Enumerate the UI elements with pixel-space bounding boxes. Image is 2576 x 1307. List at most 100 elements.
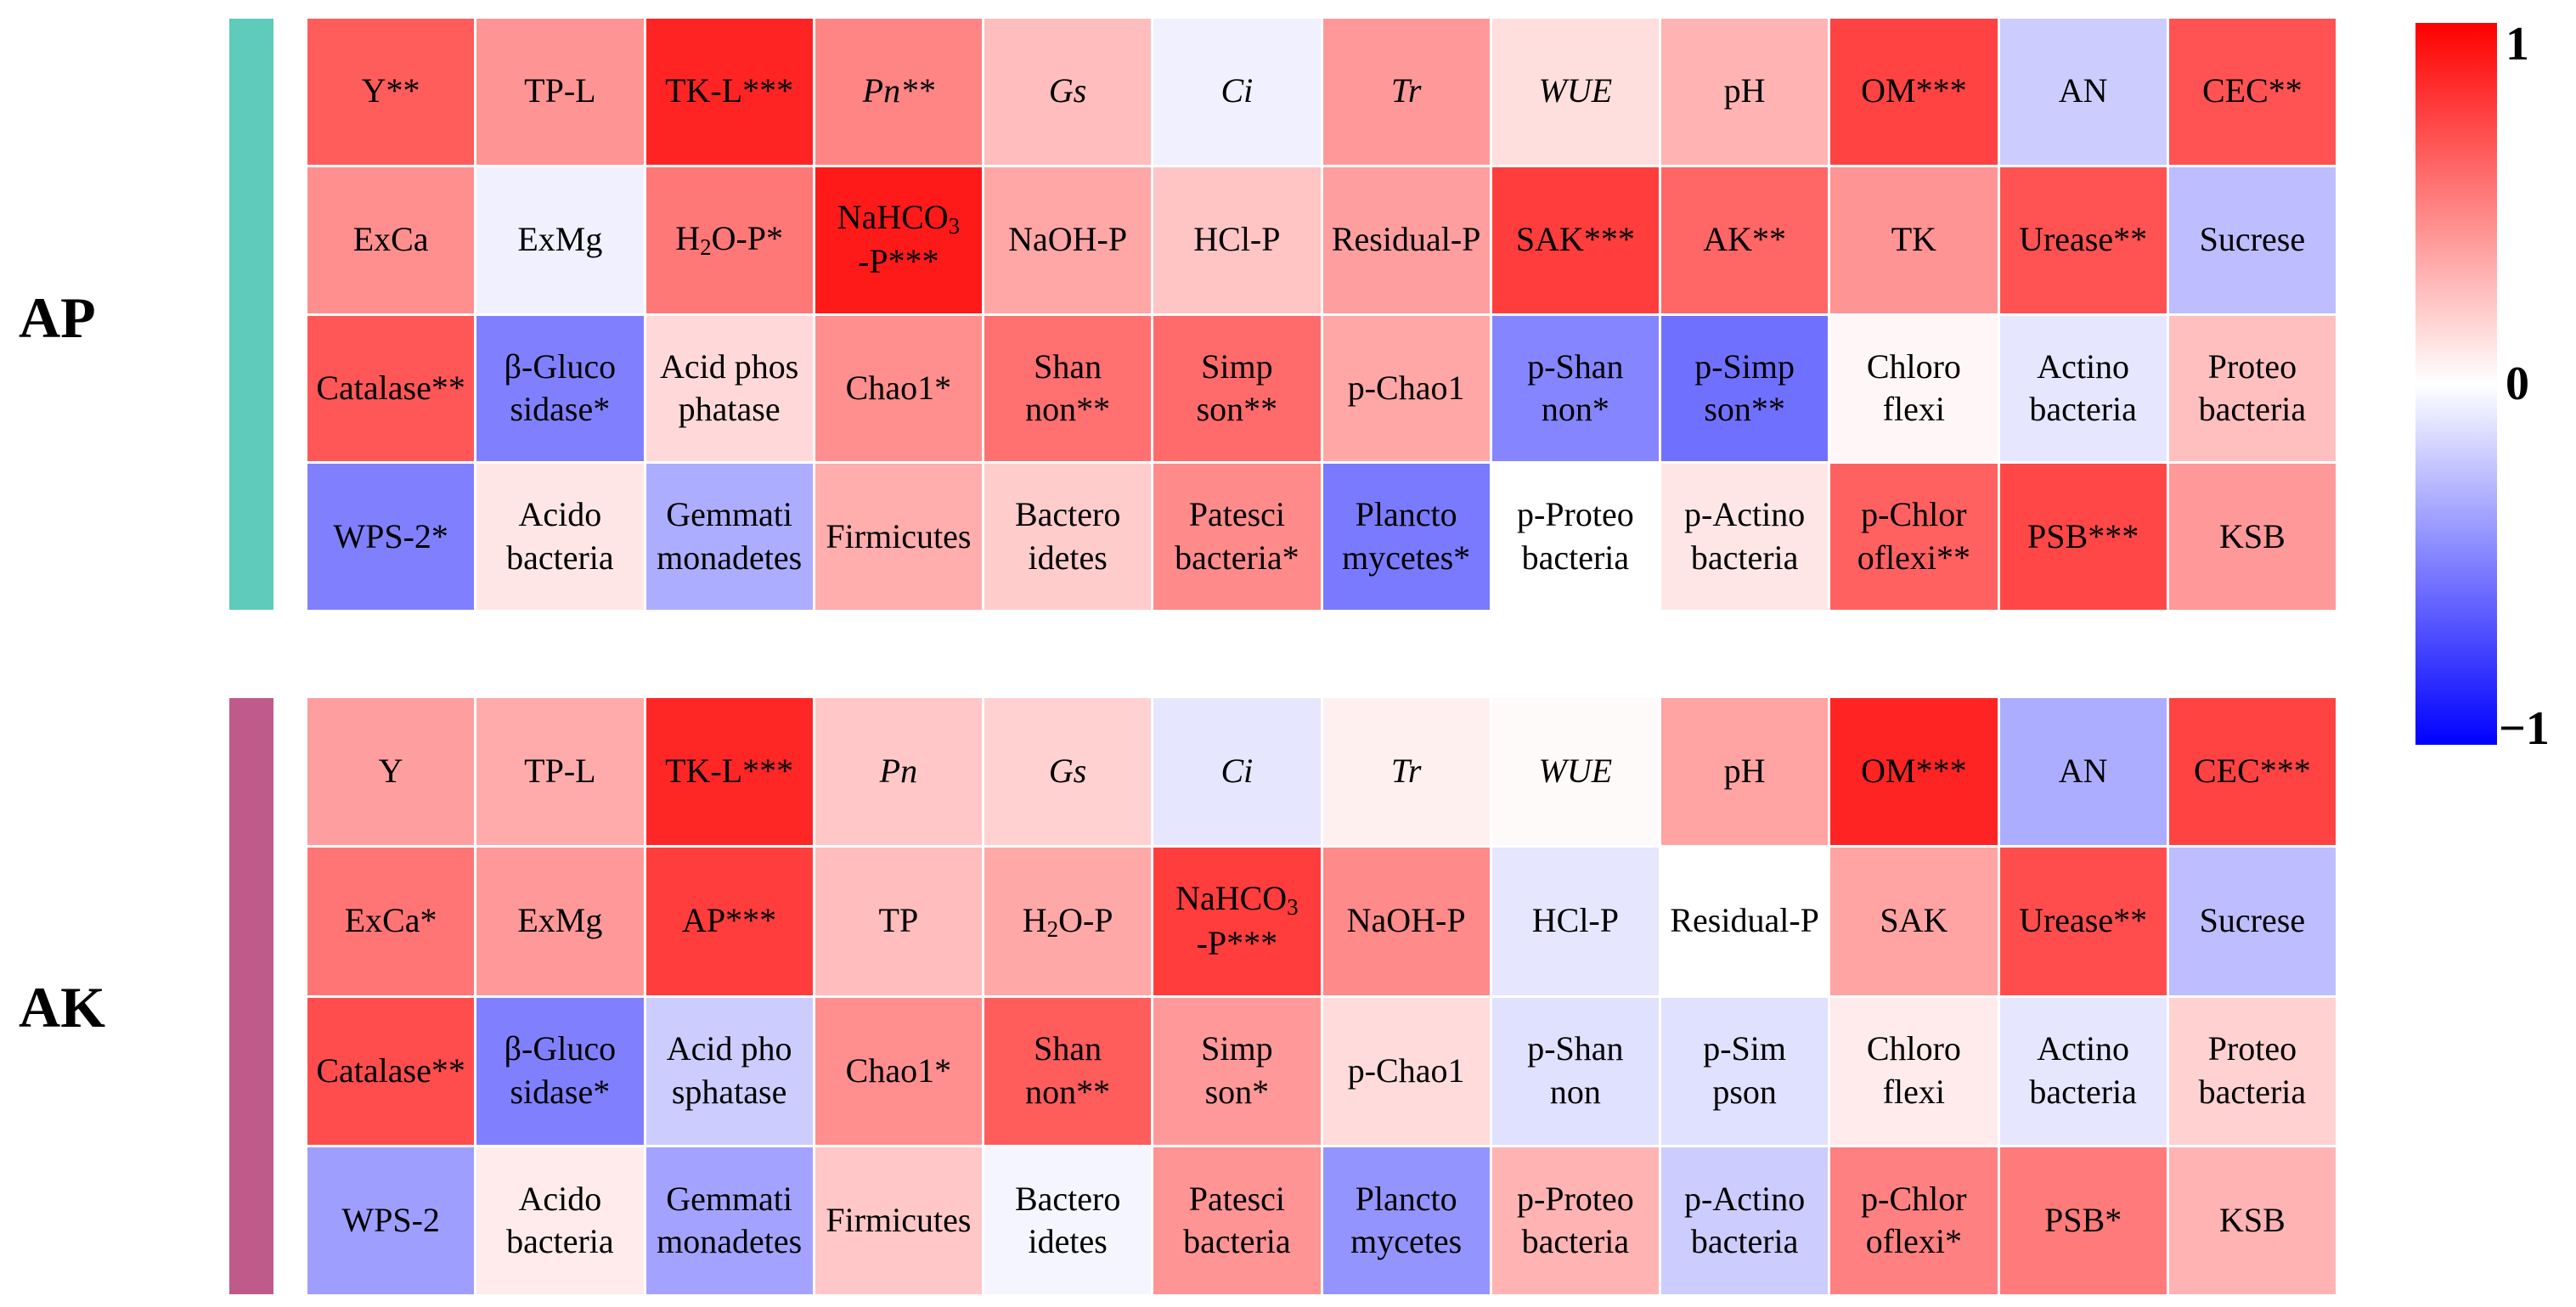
heatmap-cell-ak-planctomycetes: Plancto mycetes	[1322, 1146, 1490, 1294]
heatmap-cell-ak-patescibacteria: Patesci bacteria	[1153, 1146, 1321, 1294]
cell-label: AN	[2058, 752, 2108, 791]
cell-label: bacteria	[1183, 1222, 1291, 1261]
cell-label: TK-L***	[665, 752, 794, 791]
heatmap-cell-ak-p-shannon: p-Shan non	[1491, 997, 1659, 1145]
cell-label: p-Simp	[1694, 346, 1795, 386]
cell-label: Ci	[1220, 71, 1254, 110]
cell-label: mycetes*	[1342, 538, 1471, 577]
cell-label: PSB*	[2044, 1200, 2122, 1239]
heatmap-cell-ap-p-proteobacteria: p-Proteo bacteria	[1491, 464, 1659, 610]
cell-label: non	[1549, 1073, 1601, 1112]
cell-label: Chao1*	[845, 368, 952, 407]
cell-label: Chloro	[1866, 346, 1961, 386]
heatmap-grid-ak: Y TP-L TK-L*** Pn Gs Ci Tr WUE pH OM*** AN CEC*** Ex…	[307, 698, 2336, 1294]
heatmap-cell-ap-wue: WUE	[1491, 19, 1659, 165]
heatmap-cell-ap-acid-phosphatase: Acid phos phatase	[645, 315, 813, 462]
heatmap-cell-ap-firmicutes: Firmicutes	[815, 464, 982, 610]
cell-label: Simp	[1201, 346, 1273, 386]
heatmap-cell-ak-tk-l: TK-L***	[645, 698, 813, 846]
cell-label: pson	[1712, 1073, 1777, 1112]
heatmap-cell-ak-ph: pH	[1661, 698, 1829, 846]
cell-label: Actino	[2037, 346, 2130, 386]
cell-label: SAK	[1880, 901, 1948, 940]
cell-label: Gs	[1048, 752, 1087, 791]
heatmap-cell-ak-acidobacteria: Acido bacteria	[476, 1146, 644, 1294]
cell-label: ExCa	[352, 220, 429, 259]
heatmap-cell-ak-catalase: Catalase**	[307, 997, 475, 1145]
heatmap-cell-ap-planctomycetes: Plancto mycetes*	[1322, 464, 1490, 610]
heatmap-cell-ap-acidobacteria: Acido bacteria	[476, 464, 644, 610]
heatmap-cell-ak-ap: AP***	[645, 848, 813, 995]
cell-label: bacteria	[506, 538, 614, 577]
heatmap-cell-ap-bacteroidetes: Bactero idetes	[984, 464, 1152, 610]
heatmap-cell-ak-tp-l: TP-L	[476, 698, 644, 846]
heatmap-cell-ak-proteobacteria: Proteo bacteria	[2168, 997, 2336, 1145]
heatmap-cell-ak-p-chao1: p-Chao1	[1322, 997, 1490, 1145]
cell-label: Bactero	[1014, 495, 1121, 534]
colorbar-tick-zero: 0	[2506, 358, 2529, 410]
cell-label: Proteo	[2207, 346, 2297, 386]
heatmap-cell-ak-simpson: Simp son*	[1153, 997, 1321, 1145]
heatmap-cell-ak-chloroflexi: Chloro flexi	[1830, 997, 1998, 1145]
cell-label: -P***	[1196, 923, 1278, 962]
heatmap-cell-ap-ksb: KSB	[2168, 464, 2336, 610]
heatmap-cell-ap-ph: pH	[1661, 19, 1829, 165]
cell-label: flexi	[1882, 390, 1946, 429]
cell-label: idetes	[1028, 538, 1108, 577]
cell-label: TP	[878, 901, 919, 940]
heatmap-cell-ap-gs: Gs	[984, 19, 1152, 165]
cell-label: Gs	[1048, 71, 1087, 110]
heatmap-cell-ap-proteobacteria: Proteo bacteria	[2168, 315, 2336, 462]
cell-label: Tr	[1390, 752, 1422, 791]
cell-label: p-Sim	[1703, 1029, 1787, 1068]
heatmap-cell-ak-sucrese: Sucrese	[2168, 848, 2336, 995]
cell-label: bacteria	[1690, 1222, 1799, 1261]
heatmap-cell-ap-exca: ExCa	[307, 166, 475, 313]
heatmap-cell-ap-tk: TK	[1830, 166, 1998, 313]
cell-label: Catalase**	[316, 368, 465, 407]
cell-label: Shan	[1034, 1029, 1102, 1068]
heatmap-cell-ap-om: OM***	[1830, 19, 1998, 165]
heatmap-cell-ap-glucosidase: β-Gluco sidase*	[476, 315, 644, 462]
heatmap-cell-ak-wps-2: WPS-2	[307, 1146, 475, 1294]
heatmap-cell-ap-tr: Tr	[1322, 19, 1490, 165]
cell-label: ExMg	[517, 901, 603, 940]
heatmap-cell-ap-chao1: Chao1*	[815, 315, 982, 462]
cell-label: bacteria	[1521, 538, 1630, 577]
cell-label: Bactero	[1014, 1179, 1121, 1218]
cell-label: oflexi*	[1865, 1222, 1963, 1261]
heatmap-cell-ap-shannon: Shan non**	[984, 315, 1152, 462]
panel-bar-ap	[229, 19, 273, 610]
cell-label: son**	[1704, 390, 1785, 429]
cell-label: p-Proteo	[1516, 1179, 1634, 1218]
cell-label: bacteria	[506, 1222, 614, 1261]
cell-label: monadetes	[657, 1222, 803, 1261]
heatmap-cell-ak-bacteroidetes: Bactero idetes	[984, 1146, 1152, 1294]
cell-label: Residual-P	[1331, 220, 1481, 259]
cell-label: Acid pho	[666, 1029, 792, 1068]
cell-label: non*	[1541, 390, 1609, 429]
cell-label: β-Gluco	[504, 1029, 617, 1068]
cell-label: p-Chlor	[1861, 1179, 1967, 1218]
heatmap-cell-ak-actinobacteria: Actino bacteria	[1999, 997, 2167, 1145]
heatmap-cell-ak-glucosidase: β-Gluco sidase*	[476, 997, 644, 1145]
cell-label: TP-L	[524, 71, 596, 110]
cell-label: Acid phos	[659, 346, 799, 386]
heatmap-cell-ak-h2o-p: H2O-P	[984, 848, 1152, 995]
cell-label: Y**	[361, 71, 420, 110]
cell-label: Acido	[518, 1179, 602, 1218]
colorbar-tick-max: 1	[2506, 18, 2529, 70]
heatmap-cell-ak-wue: WUE	[1491, 698, 1659, 846]
cell-label: KSB	[2218, 1200, 2286, 1239]
heatmap-cell-ak-exca: ExCa*	[307, 848, 475, 995]
heatmap-cell-ap-ci: Ci	[1153, 19, 1321, 165]
cell-label: bacteria	[2198, 390, 2307, 429]
heatmap-cell-ap-wps-2: WPS-2*	[307, 464, 475, 610]
heatmap-cell-ak-p-proteobacteria: p-Proteo bacteria	[1491, 1146, 1659, 1294]
cell-label: p-Actino	[1684, 1179, 1806, 1218]
heatmap-cell-ap-tk-l: TK-L***	[645, 19, 813, 165]
cell-label: Y	[378, 752, 403, 791]
cell-label: TK-L***	[665, 71, 794, 110]
heatmap-cell-ap-ak: AK**	[1661, 166, 1829, 313]
cell-label: non**	[1025, 390, 1111, 429]
